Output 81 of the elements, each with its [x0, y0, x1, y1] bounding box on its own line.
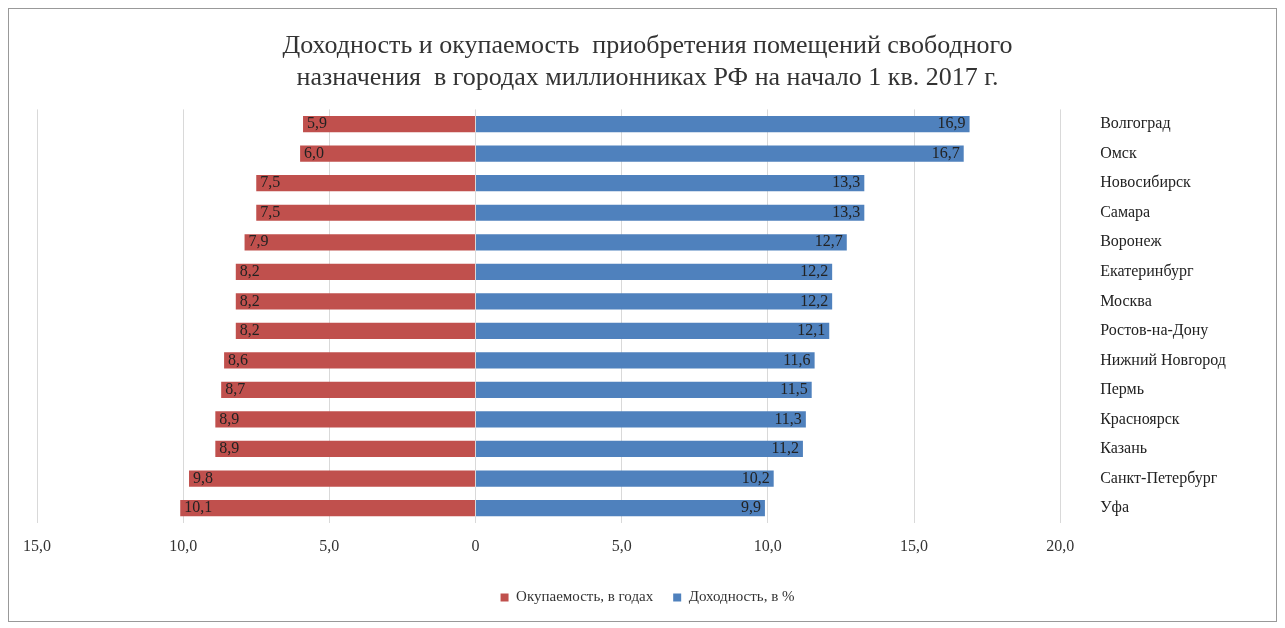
data-label: 11,2 — [771, 439, 799, 457]
data-label: 8,2 — [239, 262, 260, 280]
data-label: 5,9 — [307, 114, 328, 132]
bar — [303, 116, 476, 133]
data-label: 8,2 — [239, 321, 260, 339]
bar — [224, 352, 476, 369]
data-label: 7,9 — [248, 232, 269, 250]
x-tick-label: 5,0 — [319, 536, 340, 554]
data-label: 10,2 — [741, 468, 770, 486]
data-label: 12,1 — [797, 321, 826, 339]
data-label: 16,7 — [931, 143, 960, 161]
bar — [221, 381, 476, 399]
bar — [476, 175, 865, 192]
bar — [235, 322, 476, 339]
bar — [235, 263, 476, 280]
legend-label: Доходность, в % — [688, 588, 795, 605]
y-tick-label: Волгоград — [1100, 114, 1171, 133]
bar — [476, 381, 812, 399]
data-label: 8,7 — [225, 380, 246, 398]
bar — [235, 293, 476, 310]
bar — [215, 411, 476, 428]
y-tick-label: Ростов-на-Дону — [1100, 321, 1209, 340]
bar — [476, 116, 970, 133]
x-tick-label: 5,0 — [611, 536, 632, 554]
y-tick-label: Самара — [1100, 202, 1151, 221]
bar — [476, 204, 865, 221]
bar — [244, 234, 476, 251]
y-tick-label: Пермь — [1100, 380, 1145, 399]
y-tick-label: Нижний Новгород — [1100, 350, 1226, 369]
data-label: 11,6 — [783, 350, 811, 368]
y-tick-label: Новосибирск — [1100, 173, 1192, 192]
bar — [476, 145, 964, 162]
bar — [300, 145, 476, 162]
x-tick-label: 15,0 — [900, 536, 929, 554]
y-tick-label: Омск — [1100, 143, 1137, 161]
bar — [189, 470, 476, 487]
y-tick-label: Санкт-Петербург — [1100, 468, 1218, 487]
data-label: 12,7 — [814, 232, 843, 250]
bar — [476, 499, 765, 517]
y-tick-label: Москва — [1100, 291, 1152, 309]
data-label: 8,6 — [228, 350, 249, 368]
bar — [476, 293, 833, 310]
data-label: 8,2 — [239, 291, 260, 309]
y-tick-label: Казань — [1100, 439, 1148, 457]
legend-label: Окупаемость, в годах — [516, 588, 654, 605]
data-label: 11,3 — [774, 409, 802, 427]
data-label: 9,8 — [193, 468, 214, 486]
y-tick-label: Красноярск — [1100, 409, 1180, 428]
y-tick-label: Екатеринбург — [1100, 262, 1194, 281]
bar — [476, 234, 847, 251]
x-tick-label: 20,0 — [1046, 536, 1075, 554]
data-label: 7,5 — [260, 202, 281, 220]
bar — [215, 440, 476, 458]
data-label: 8,9 — [219, 409, 240, 427]
x-tick-label: 0 — [471, 536, 480, 554]
data-label: 16,9 — [937, 114, 966, 132]
data-label: 12,2 — [800, 291, 829, 309]
bar — [256, 204, 476, 221]
x-tick-label: 10,0 — [753, 536, 782, 554]
bar — [476, 352, 815, 369]
bar — [476, 263, 833, 280]
data-label: 10,1 — [184, 498, 213, 516]
data-label: 11,5 — [780, 380, 808, 398]
bar — [476, 322, 830, 339]
bar — [476, 411, 806, 428]
x-tick-label: 15,0 — [23, 536, 51, 554]
bar — [476, 440, 803, 458]
x-tick-label: 10,0 — [169, 536, 198, 554]
bar — [476, 470, 774, 487]
bar — [180, 499, 476, 517]
data-label: 8,9 — [219, 439, 240, 457]
data-label: 7,5 — [260, 173, 281, 191]
data-label: 6,0 — [304, 143, 325, 161]
chart-title: Доходность и окупаемость приобретения помещений свободного назначения в городах миллионниках РФ на начало 1 кв. 2017 г. — [282, 30, 1013, 91]
data-label: 9,9 — [740, 498, 761, 516]
data-label: 13,3 — [832, 202, 861, 220]
bar — [256, 175, 476, 192]
data-label: 12,2 — [800, 262, 829, 280]
y-tick-label: Воронеж — [1100, 232, 1163, 251]
y-tick-label: Уфа — [1100, 498, 1129, 517]
data-label: 13,3 — [832, 173, 861, 191]
